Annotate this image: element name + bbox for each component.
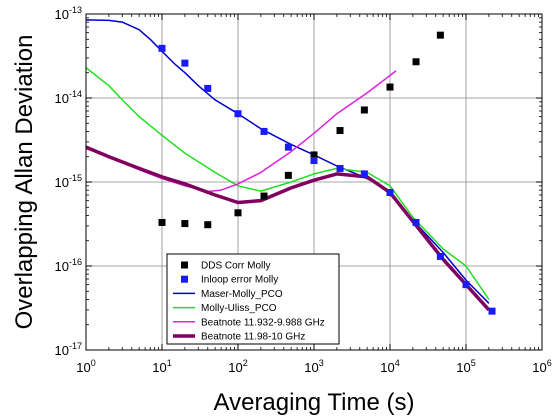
axis-ticks: 100 101 102 103 104 105 106 10-17 10-16 10-15 10-1… (55, 5, 552, 375)
data-point-dds-corr-molly (204, 221, 212, 229)
data-point-inloop-error-molly (386, 188, 394, 196)
data-point-dds-corr-molly (260, 192, 268, 200)
legend: DDS Corr Molly Inloop error Molly Maser-Mo… (166, 253, 340, 345)
x-tick-label: 101 (152, 358, 171, 375)
legend-label-beatnote-11-932-9-988-ghz: Beatnote 11.932-9.988 GHz (201, 317, 325, 328)
data-point-inloop-error-molly (412, 218, 420, 226)
data-point-inloop-error-molly (436, 252, 444, 260)
legend-label-inloop-error-molly: Inloop error Molly (201, 275, 278, 286)
legend-label-maser-molly-pco: Maser-Molly_PCO (201, 289, 283, 300)
legend-box (166, 253, 340, 345)
legend-label-beatnote-11-98-10-ghz: Beatnote 11.98-10 GHz (201, 332, 305, 343)
data-point-inloop-error-molly (284, 143, 292, 151)
y-tick-label: 10-13 (55, 5, 82, 22)
data-point-inloop-error-molly (488, 307, 496, 315)
data-point-inloop-error-molly (462, 281, 470, 289)
y-tick-label: 10-17 (55, 341, 82, 358)
x-axis-title: Averaging Time (s) (214, 389, 415, 416)
series-line-beatnote-11-98-10-ghz (85, 145, 491, 312)
data-point-inloop-error-molly (158, 44, 166, 52)
data-point-dds-corr-molly (158, 218, 166, 226)
data-point-inloop-error-molly (234, 110, 242, 118)
data-point-dds-corr-molly (436, 31, 444, 39)
y-tick-label: 10-15 (55, 173, 82, 190)
data-point-inloop-error-molly (204, 84, 212, 92)
y-tick-label: 10-16 (55, 257, 82, 274)
data-point-dds-corr-molly (412, 58, 420, 66)
x-tick-label: 102 (228, 358, 247, 375)
data-point-inloop-error-molly (181, 59, 189, 67)
data-point-dds-corr-molly (284, 171, 292, 179)
legend-label-molly-uliss-pco: Molly-Uliss_PCO (201, 303, 277, 314)
y-tick-label: 10-14 (55, 89, 82, 106)
data-point-inloop-error-molly (336, 164, 344, 172)
data-point-dds-corr-molly (336, 127, 344, 135)
data-point-dds-corr-molly (386, 83, 394, 91)
data-point-dds-corr-molly (181, 220, 189, 228)
legend-label-dds-corr-molly: DDS Corr Molly (201, 261, 270, 272)
data-point-inloop-error-molly (310, 157, 318, 165)
x-tick-label: 104 (380, 358, 399, 375)
x-tick-label: 100 (76, 358, 95, 375)
data-point-dds-corr-molly (310, 151, 318, 159)
x-tick-label: 105 (456, 358, 475, 375)
data-point-inloop-error-molly (360, 170, 368, 178)
x-tick-label: 103 (304, 358, 323, 375)
series-layer (85, 19, 496, 315)
legend-marker-inloop-error-molly (181, 275, 188, 283)
y-axis-title: Overlapping Allan Deviation (11, 35, 38, 330)
legend-marker-dds-corr-molly (181, 261, 188, 269)
data-point-dds-corr-molly (234, 209, 242, 217)
x-tick-label: 106 (532, 358, 551, 375)
data-point-inloop-error-molly (260, 127, 268, 135)
data-point-dds-corr-molly (360, 106, 368, 114)
